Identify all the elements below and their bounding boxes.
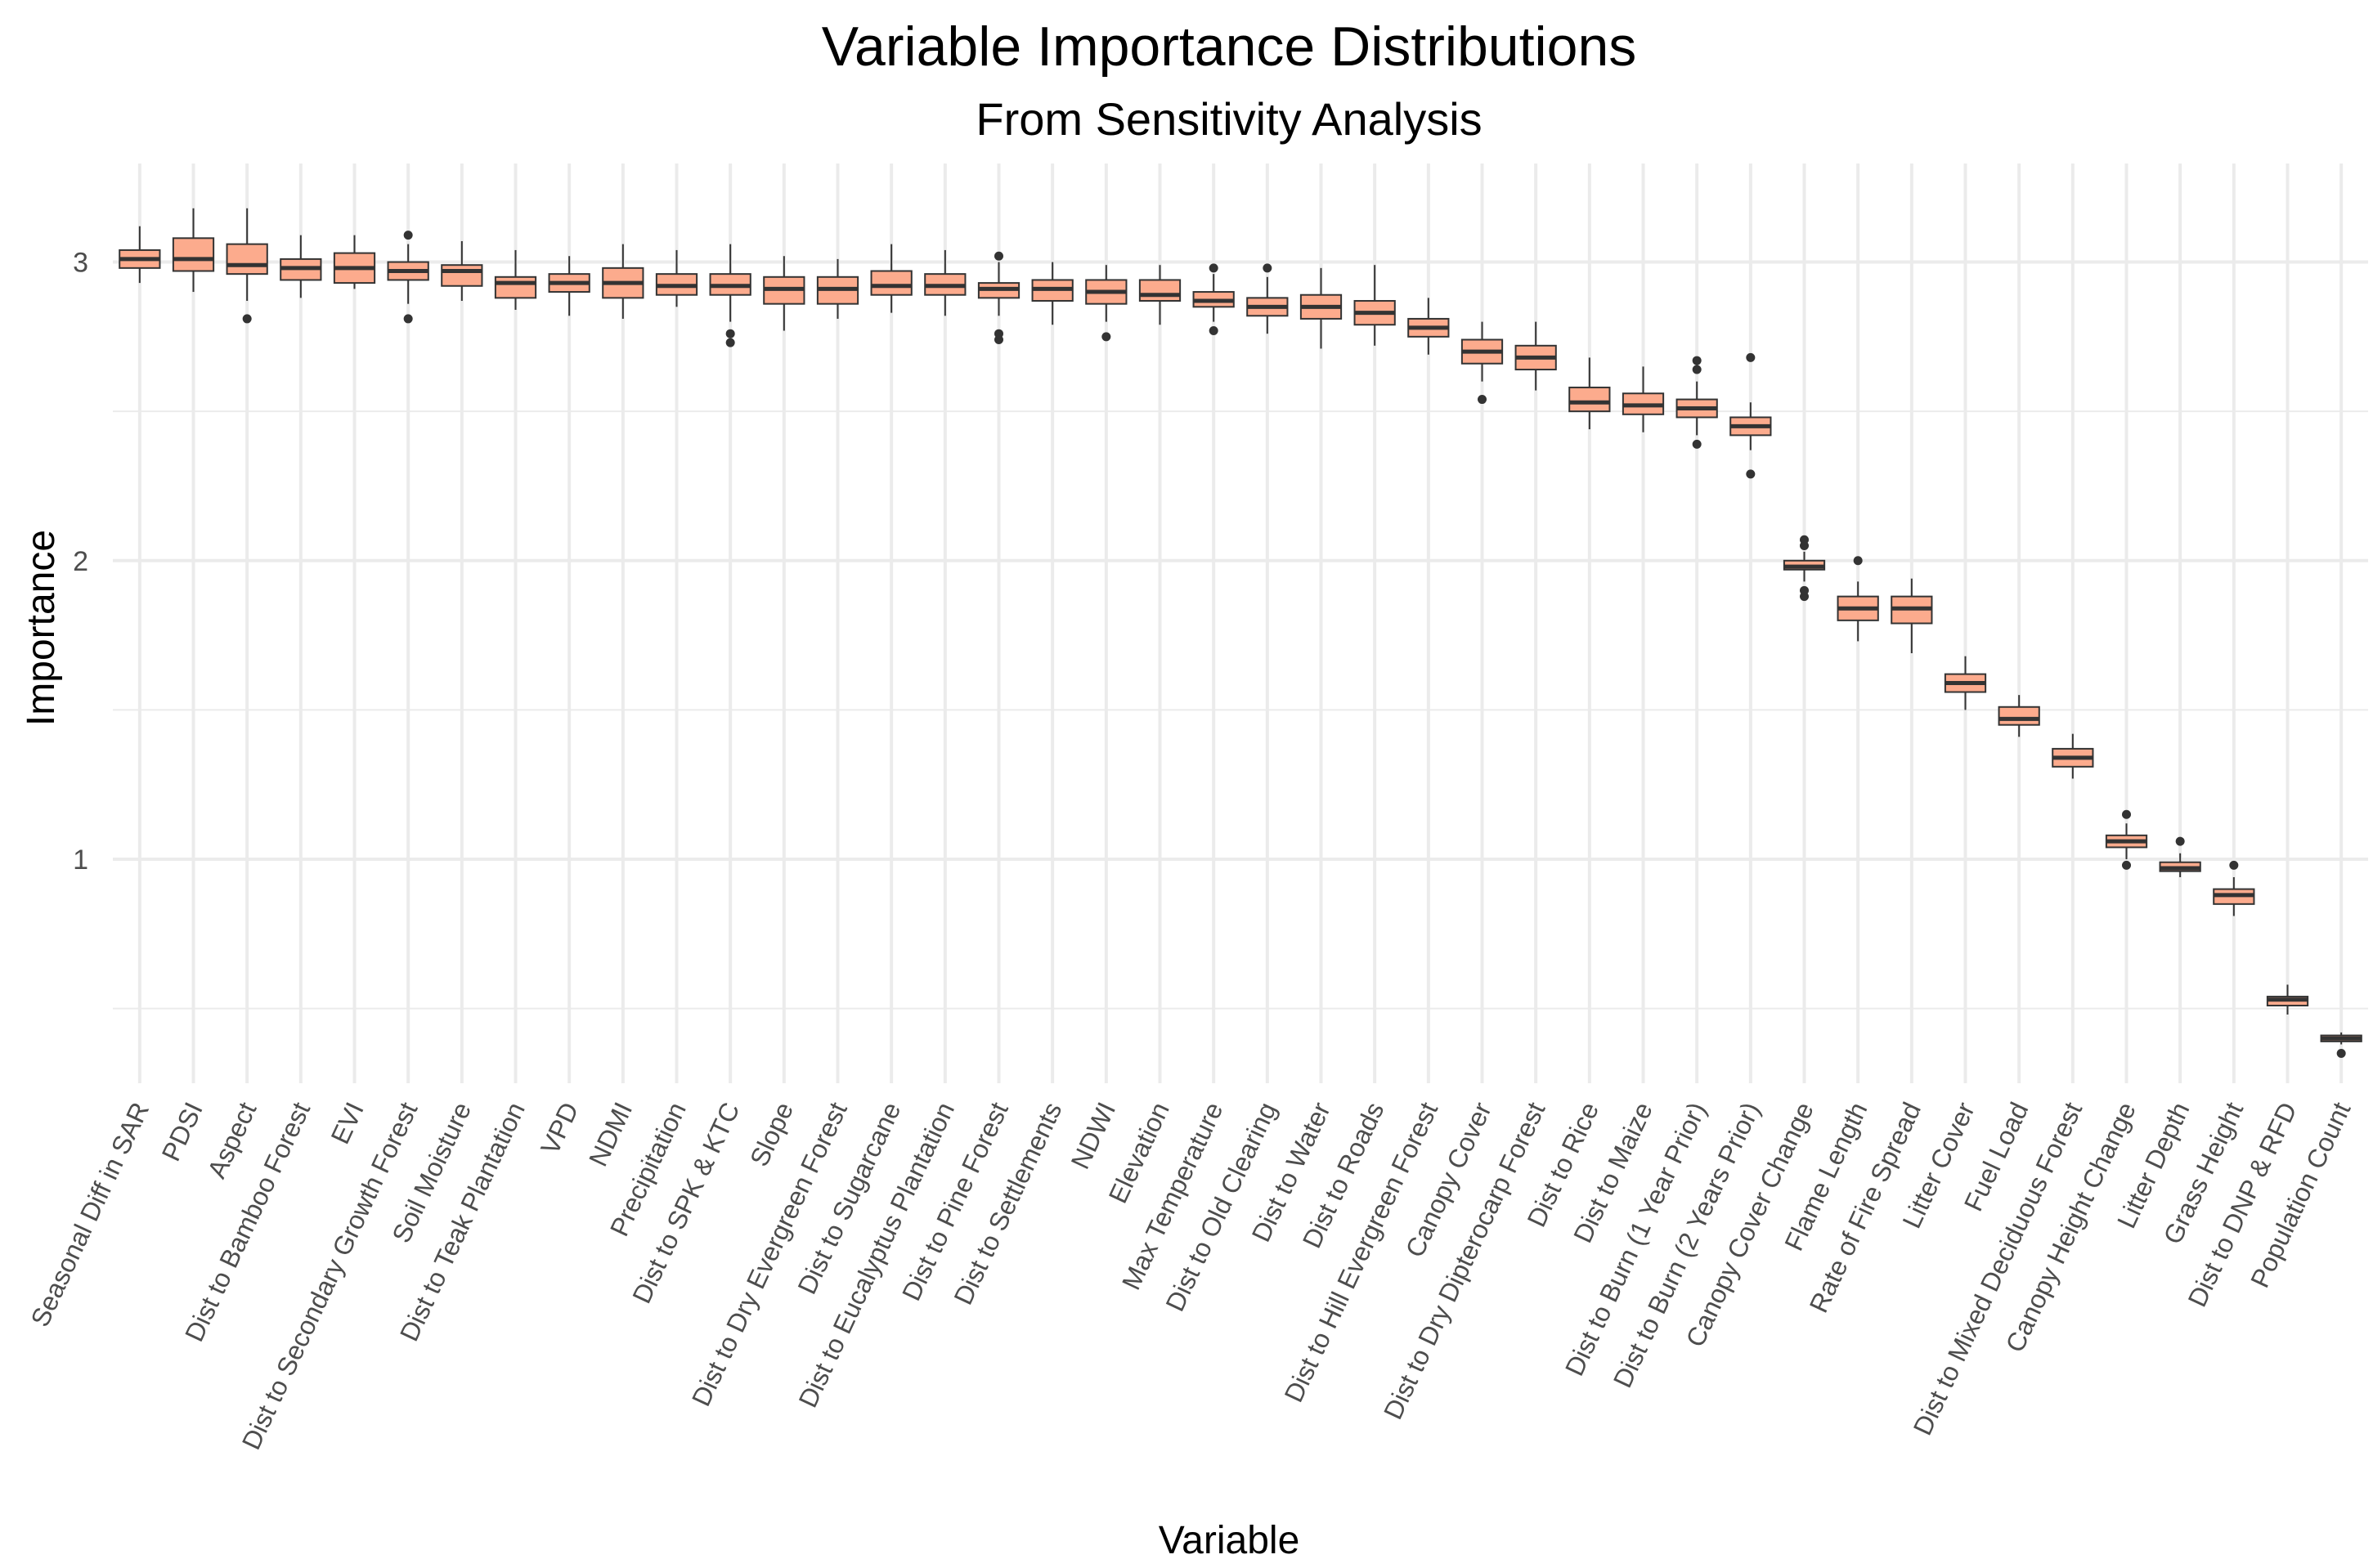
outlier-point	[725, 329, 735, 338]
box-4	[280, 235, 322, 298]
box-17	[977, 251, 1021, 345]
outlier-point	[2175, 836, 2185, 846]
chart-title: Variable Importance Distributions	[822, 16, 1637, 78]
x-axis-title: Variable	[1159, 1519, 1300, 1562]
box-5	[333, 235, 376, 289]
box-26	[1460, 321, 1504, 405]
outlier-point	[1209, 263, 1218, 273]
box-7	[441, 240, 483, 302]
box-9	[548, 256, 590, 316]
box-18	[1031, 262, 1074, 325]
outlier-point	[1800, 535, 1809, 544]
box-25	[1407, 298, 1450, 355]
outlier-point	[403, 231, 413, 240]
box-38	[2105, 809, 2148, 870]
box-31	[1729, 352, 1772, 479]
outlier-point	[1746, 469, 1756, 479]
chart-subtitle: From Sensitivity Analysis	[976, 93, 1482, 145]
outlier-point	[1746, 352, 1756, 362]
y-axis-ticks: 1 2 3	[73, 248, 88, 876]
box-33	[1837, 556, 1879, 642]
box-12	[709, 244, 751, 347]
outlier-point	[1209, 326, 1218, 336]
box-29	[1622, 366, 1665, 432]
outlier-point	[1101, 332, 1111, 342]
box-1	[119, 226, 161, 284]
box-16	[924, 249, 967, 316]
y-tick-label: 1	[73, 844, 88, 876]
box-28	[1568, 357, 1611, 430]
box-6	[387, 231, 429, 324]
box-39	[2159, 836, 2201, 877]
outlier-point	[1478, 395, 1487, 405]
box-15	[870, 244, 913, 313]
outlier-point	[725, 338, 735, 347]
outlier-point	[2336, 1048, 2346, 1058]
box-35	[1944, 656, 1987, 710]
box-iqr	[226, 243, 268, 276]
outlier-point	[1692, 365, 1702, 374]
box-iqr	[1138, 279, 1182, 302]
box-36	[1998, 695, 2040, 737]
y-axis-title: Importance	[20, 530, 63, 726]
outlier-point	[994, 329, 1003, 338]
box-42	[2320, 1032, 2362, 1058]
box-40	[2213, 860, 2255, 916]
outlier-point	[1800, 585, 1809, 595]
box-41	[2266, 984, 2309, 1015]
outlier-point	[1692, 356, 1702, 365]
outlier-point	[2122, 809, 2131, 819]
box-13	[763, 256, 805, 331]
box-21	[1192, 263, 1235, 336]
box-37	[2052, 733, 2094, 779]
box-iqr	[441, 264, 483, 287]
outlier-point	[242, 314, 252, 324]
box-10	[602, 244, 644, 319]
box-iqr	[870, 270, 913, 296]
box-30	[1675, 356, 1718, 449]
box-8	[494, 249, 537, 310]
outlier-point	[1692, 439, 1702, 449]
box-22	[1246, 263, 1289, 334]
box-19	[1085, 265, 1128, 342]
box-20	[1138, 265, 1182, 325]
box-23	[1299, 267, 1343, 349]
box-24	[1353, 265, 1396, 346]
box-iqr	[494, 276, 537, 299]
outlier-point	[2229, 860, 2239, 870]
outlier-point	[2122, 860, 2131, 870]
y-tick-label: 3	[73, 248, 88, 279]
y-tick-label: 2	[73, 546, 88, 577]
box-34	[1891, 578, 1933, 654]
box-3	[226, 208, 268, 324]
box-14	[816, 258, 859, 319]
box-iqr	[1998, 706, 2040, 726]
outlier-point	[1263, 263, 1272, 273]
box-27	[1514, 321, 1557, 391]
box-11	[655, 249, 698, 307]
box-2	[172, 208, 215, 293]
box-32	[1783, 535, 1826, 602]
outlier-point	[403, 314, 413, 324]
box-iqr	[1568, 386, 1611, 413]
outlier-point	[994, 251, 1003, 261]
boxes	[119, 208, 2362, 1058]
outlier-point	[1853, 556, 1863, 566]
box-iqr	[172, 237, 215, 272]
